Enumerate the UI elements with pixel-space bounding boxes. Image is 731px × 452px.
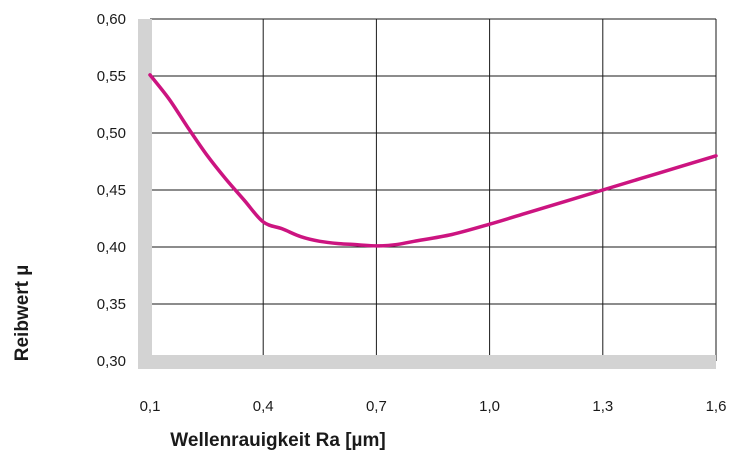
y-tick-label: 0,60 xyxy=(97,11,126,28)
y-axis-title: Reibwert µ xyxy=(12,265,33,361)
y-tick-label: 0,45 xyxy=(97,182,126,199)
x-tick-label: 1,6 xyxy=(706,398,727,415)
x-tick-label: 1,3 xyxy=(592,398,613,415)
y-tick-label: 0,50 xyxy=(97,125,126,142)
y-axis-bar xyxy=(138,19,152,369)
series-line xyxy=(148,73,718,248)
x-axis-bar xyxy=(138,355,716,369)
x-tick-label: 0,1 xyxy=(140,398,161,415)
y-tick-label: 0,55 xyxy=(97,68,126,85)
axis-frame xyxy=(138,19,716,369)
y-tick-label: 0,35 xyxy=(97,296,126,313)
y-tick-label: 0,40 xyxy=(97,239,126,256)
grid xyxy=(150,18,717,361)
y-tick-label: 0,30 xyxy=(97,353,126,370)
x-tick-label: 0,4 xyxy=(253,398,274,415)
x-tick-label: 1,0 xyxy=(479,398,500,415)
x-tick-labels: 0,1 0,4 0,7 1,0 1,3 1,6 xyxy=(140,398,727,415)
x-tick-label: 0,7 xyxy=(366,398,387,415)
series-layer xyxy=(148,73,718,248)
y-tick-labels: 0,30 0,35 0,40 0,45 0,50 0,55 0,60 xyxy=(97,11,126,370)
x-axis-title: Wellenrauigkeit Ra [µm] xyxy=(170,430,385,451)
